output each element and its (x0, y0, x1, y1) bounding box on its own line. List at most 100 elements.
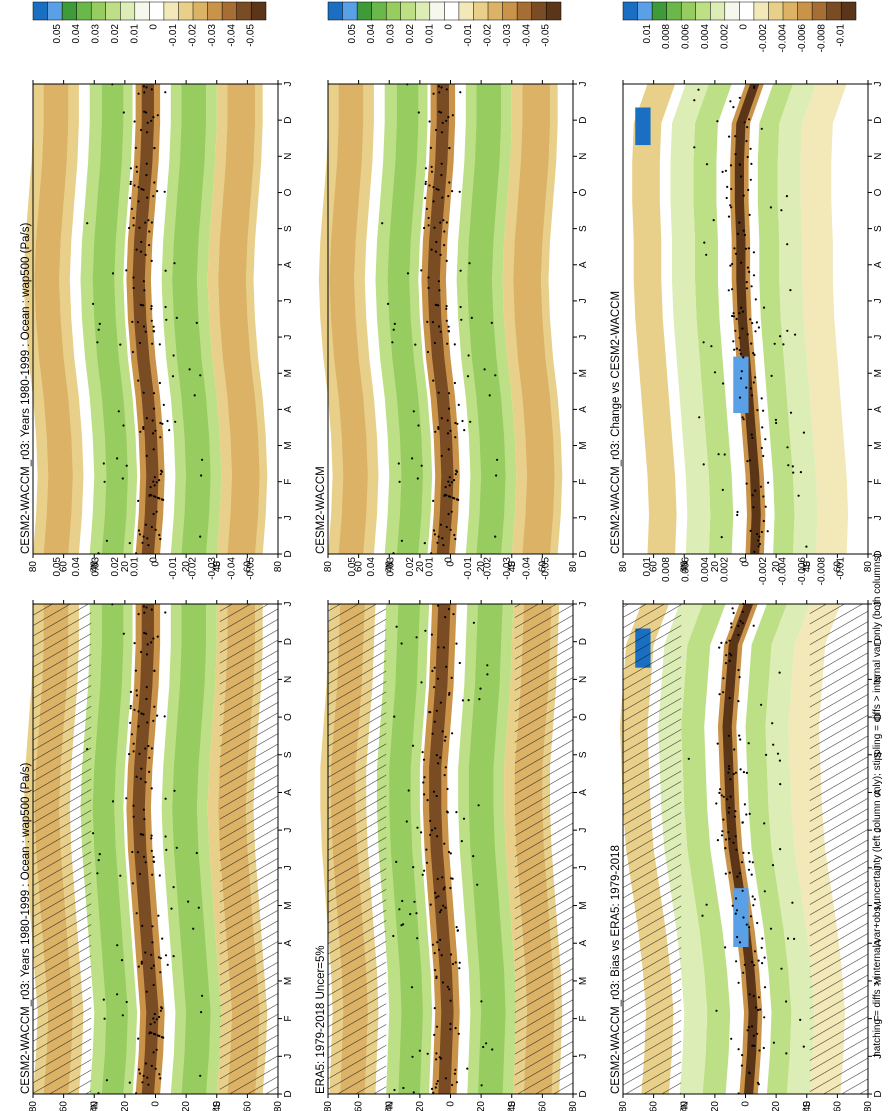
stipple-dot (693, 146, 696, 149)
colorbar-tick-label: -0.05 (246, 24, 257, 47)
stipple-dot (760, 946, 763, 949)
stipple-dot (724, 838, 728, 841)
stipple-dot (154, 429, 157, 432)
stipple-dot (200, 474, 203, 477)
stipple-dot (398, 908, 401, 911)
month-tick-label: J (578, 1054, 589, 1059)
stipple-dot (454, 436, 457, 439)
stipple-dot (440, 454, 443, 457)
stipple-dot (738, 96, 741, 99)
stipple-dot (155, 1048, 158, 1051)
stipple-dot (129, 707, 132, 710)
lat-tick-label: 80 (273, 1101, 284, 1111)
stipple-dot (745, 287, 749, 290)
colorbar-tick-label: 0.04 (366, 557, 377, 577)
footnote-text: hatching = diffs > internal var+obs unce… (872, 553, 883, 1057)
stipple-dot (776, 752, 780, 755)
colorbar-cell (236, 1, 252, 21)
stipple-dot (439, 523, 442, 526)
stipple-dot (150, 525, 153, 529)
stipple-dot (152, 325, 155, 328)
stipple-dot (129, 182, 132, 186)
stipple-dot (735, 909, 739, 912)
stipple-dot (728, 837, 731, 840)
stipple-dot (738, 312, 741, 315)
stipple-dot (148, 230, 151, 233)
stipple-dot (139, 303, 142, 306)
stipple-dot (445, 259, 448, 262)
colorbar-tick-label: 0.004 (700, 24, 711, 49)
stipple-dot (437, 895, 440, 898)
stipple-dot (799, 471, 803, 474)
north-label: °N (89, 1101, 100, 1111)
stipple-dot (753, 550, 756, 553)
month-tick-label: N (873, 676, 884, 683)
lat-tick-label: 80 (568, 1101, 579, 1111)
stipple-dot (724, 872, 727, 875)
stipple-dot (125, 269, 128, 272)
stipple-dot (436, 677, 439, 680)
month-tick-label: A (578, 406, 589, 413)
stipple-dot (433, 341, 436, 345)
stipple-dot (132, 276, 135, 279)
lat-tick-label: 20 (476, 561, 487, 573)
stipple-dot (164, 835, 167, 838)
stipple-dot (427, 216, 430, 220)
south-label: °S (802, 561, 813, 572)
stipple-dot (420, 831, 423, 834)
colorbar-tick-label: 0.01 (424, 557, 435, 577)
stipple-dot (134, 146, 137, 149)
stipple-dot (456, 422, 459, 425)
colorbar-tick-label: -0.01 (836, 557, 847, 580)
stipple-dot (147, 544, 150, 547)
stipple-dot (440, 86, 443, 89)
stipple-dot (132, 286, 135, 290)
stipple-dot (172, 354, 175, 357)
month-tick-label: S (283, 225, 294, 232)
colorbar-tick-label: -0.008 (816, 24, 827, 53)
stipple-dot (425, 848, 428, 851)
stipple-dot (97, 859, 100, 862)
stipple-dot (416, 477, 419, 480)
colorbar-tick-label: 0.02 (110, 557, 121, 577)
stipple-dot (738, 396, 742, 399)
stipple-dot (448, 181, 451, 184)
stipple-dot (494, 535, 497, 538)
stipple-dot (715, 802, 718, 805)
stipple-dot (468, 262, 471, 265)
lat-tick-label: 60 (59, 561, 70, 573)
stipple-dot (175, 316, 178, 319)
stipple-dot (748, 926, 751, 929)
stipple-dot (149, 1031, 152, 1034)
colorbar-cell (487, 1, 504, 21)
stipple-dot (444, 1077, 447, 1080)
stipple-dot (423, 869, 426, 872)
stipple-dot (151, 925, 154, 928)
stipple-dot (738, 872, 741, 875)
stipple-dot (786, 243, 789, 246)
month-tick-label: F (873, 479, 884, 485)
stipple-dot (729, 264, 732, 267)
stipple-dot (448, 691, 451, 695)
stipple-dot (150, 119, 153, 122)
month-tick-label: J (283, 82, 294, 87)
stipple-dot (451, 877, 454, 880)
colorbar-tick-label: 0.05 (52, 24, 63, 44)
stipple-dot (142, 188, 145, 191)
stipple-dot (125, 1000, 128, 1004)
month-tick-label: A (283, 261, 294, 268)
stipple-dot (188, 368, 191, 371)
stipple-dot (754, 376, 757, 379)
stipple-dot (152, 116, 155, 119)
stipple-dot (137, 965, 140, 968)
colorbar-cell (192, 1, 209, 21)
stipple-dot (459, 305, 462, 309)
stipple-dot (446, 787, 449, 791)
stipple-dot (754, 298, 757, 301)
stipple-dot (143, 818, 146, 821)
south-label: °S (212, 1101, 223, 1111)
stipple-dot (752, 1034, 755, 1037)
stipple-dot (133, 708, 136, 712)
month-tick-label: J (283, 865, 294, 870)
stipple-dot (164, 269, 167, 272)
